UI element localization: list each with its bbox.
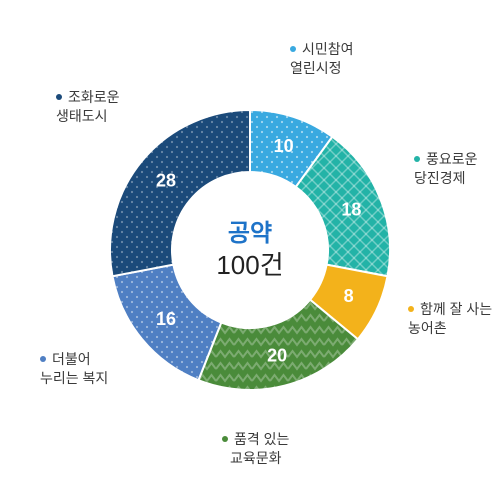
ext-label-line1: 품격 있는 [222,430,289,449]
ext-label-line1: 더불어 [40,350,108,369]
bullet-icon [290,46,296,52]
bullet-icon [40,356,46,362]
ext-label-line1: 조화로운 [56,88,120,107]
bullet-icon [222,436,228,442]
ext-label-line1: 시민참여 [290,40,354,59]
ext-label-line2: 농어촌 [408,319,492,338]
bullet-icon [414,156,420,162]
slice-eco-city [110,110,250,276]
ext-label-line2: 생태도시 [56,107,120,126]
ext-label-line1: 함께 잘 사는 [408,300,492,319]
ext-label-welfare: 더불어누리는 복지 [40,350,108,388]
ext-label-economy: 풍요로운당진경제 [414,150,478,188]
ext-label-line2: 교육문화 [222,449,289,468]
bullet-icon [56,94,62,100]
ext-label-eco-city: 조화로운생태도시 [56,88,120,126]
donut-slices-group [110,110,390,390]
ext-label-line1: 풍요로운 [414,150,478,169]
ext-label-line2: 당진경제 [414,169,478,188]
ext-label-culture: 품격 있는교육문화 [222,430,289,468]
slice-welfare [112,265,221,381]
ext-label-rural: 함께 잘 사는농어촌 [408,300,492,338]
bullet-icon [408,306,414,312]
ext-label-line2: 열린시정 [290,59,354,78]
ext-label-open-gov: 시민참여열린시정 [290,40,354,78]
donut-chart-stage: 10188201628 공약 100건 시민참여열린시정풍요로운당진경제함께 잘… [0,0,500,500]
donut-chart-svg: 10188201628 [0,0,500,500]
ext-label-line2: 누리는 복지 [40,369,108,388]
